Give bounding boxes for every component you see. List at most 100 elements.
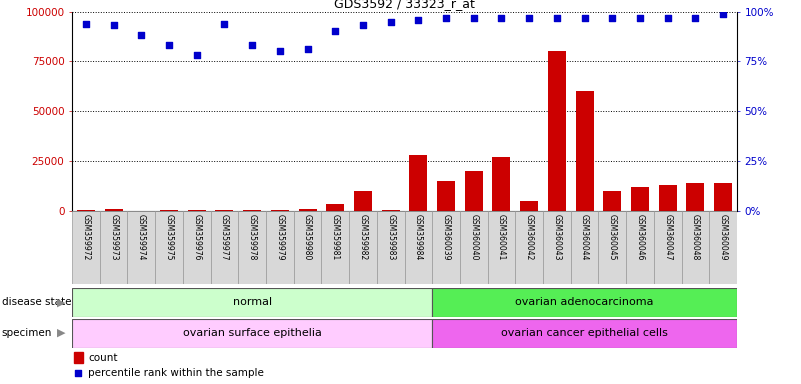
Bar [132,210,151,211]
Bar [433,211,460,284]
Bar [271,210,289,211]
Bar [654,211,682,284]
Bar [433,288,737,317]
Bar [686,183,704,211]
Text: GSM359980: GSM359980 [303,214,312,260]
Text: GSM360042: GSM360042 [525,214,533,260]
Point [689,15,702,21]
Text: GSM360044: GSM360044 [580,214,589,261]
Bar [376,211,405,284]
Point [163,42,175,48]
Bar [127,211,155,284]
Point [384,18,397,25]
Bar [548,51,566,211]
Text: GSM360046: GSM360046 [635,214,645,261]
Point [467,15,480,21]
Bar [465,171,483,211]
Bar [294,211,321,284]
Point [412,17,425,23]
Bar [105,209,123,211]
Point [634,15,646,21]
Text: GSM359976: GSM359976 [192,214,201,261]
Bar [72,288,433,317]
Bar [77,210,95,211]
Bar [493,157,510,211]
Text: normal: normal [232,297,272,308]
Bar [349,211,376,284]
Text: ovarian cancer epithelial cells: ovarian cancer epithelial cells [501,328,668,338]
Bar [321,211,349,284]
Text: count: count [88,353,118,363]
Point [191,52,203,58]
Point [606,15,618,21]
Text: GSM360041: GSM360041 [497,214,506,260]
Point [356,22,369,28]
Bar [244,210,261,211]
Bar [326,204,344,211]
Bar [354,191,372,211]
Text: GSM360045: GSM360045 [608,214,617,261]
Point [107,22,120,28]
Bar [433,319,737,348]
Text: ▶: ▶ [57,328,65,338]
Bar [714,183,732,211]
Text: GSM360039: GSM360039 [441,214,450,261]
Bar [72,211,100,284]
Bar [266,211,294,284]
Point [662,15,674,21]
Text: GSM359972: GSM359972 [82,214,91,260]
Text: disease state: disease state [2,297,71,308]
Point [301,46,314,53]
Bar [626,211,654,284]
Point [246,42,259,48]
Text: GSM360047: GSM360047 [663,214,672,261]
Text: GSM360048: GSM360048 [691,214,700,260]
Bar [576,91,594,211]
Point [324,300,337,306]
Bar [658,185,677,211]
Title: GDS3592 / 33323_r_at: GDS3592 / 33323_r_at [334,0,475,10]
Text: GSM360040: GSM360040 [469,214,478,261]
Text: specimen: specimen [2,328,52,338]
Bar [215,210,233,211]
Text: ovarian adenocarcinoma: ovarian adenocarcinoma [515,297,654,308]
Bar [709,211,737,284]
Text: GSM360043: GSM360043 [553,214,562,261]
Point [495,15,508,21]
Bar [100,211,127,284]
Point [523,15,536,21]
Bar [381,210,400,211]
Text: GSM360049: GSM360049 [718,214,727,261]
Text: ▶: ▶ [57,297,65,308]
Point [717,10,730,17]
Text: GSM359978: GSM359978 [248,214,256,260]
Point [550,15,563,21]
Bar [409,155,428,211]
Point [273,48,286,55]
Text: GSM359973: GSM359973 [109,214,118,261]
Point [329,28,342,35]
Text: GSM359984: GSM359984 [414,214,423,260]
Bar [183,211,211,284]
Bar [543,211,570,284]
Bar [187,210,206,211]
Bar [682,211,709,284]
Text: GSM359982: GSM359982 [359,214,368,260]
Bar [160,210,178,211]
Bar [488,211,515,284]
Text: GSM359979: GSM359979 [276,214,284,261]
Bar [238,211,266,284]
Text: GSM359981: GSM359981 [331,214,340,260]
Text: GSM359974: GSM359974 [137,214,146,261]
Text: percentile rank within the sample: percentile rank within the sample [88,368,264,378]
Bar [598,211,626,284]
Text: GSM359983: GSM359983 [386,214,395,260]
Bar [570,211,598,284]
Point [135,32,147,38]
Bar [299,209,316,211]
Text: GSM359975: GSM359975 [164,214,174,261]
Bar [520,201,538,211]
Bar [437,181,455,211]
Bar [631,187,649,211]
Bar [515,211,543,284]
